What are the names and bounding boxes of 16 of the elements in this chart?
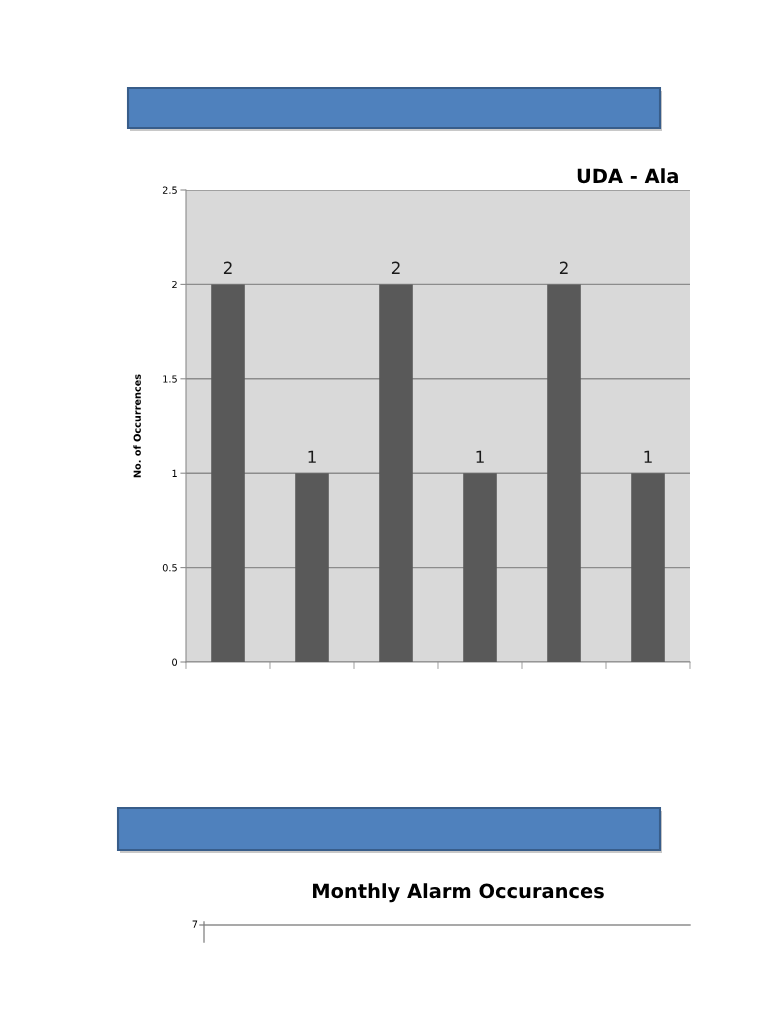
chart-title: UDA - Ala — [577, 168, 678, 184]
y-tick-label: 0.5 — [162, 564, 177, 572]
y-axis-title: No. of Occurrences — [133, 374, 141, 478]
data-label: 1 — [644, 450, 652, 463]
data-label: 2 — [223, 261, 232, 274]
y-tick-label: 1.5 — [163, 375, 177, 383]
data-label: 2 — [391, 261, 400, 274]
text: 7 — [192, 920, 198, 928]
y-tick-label: 2.5 — [162, 186, 177, 194]
data-label: 2 — [559, 261, 568, 274]
text: Monthly Alarm Occurances — [313, 883, 604, 903]
y-tick-label: 2 — [172, 280, 177, 289]
data-label: 1 — [308, 450, 316, 463]
data-label: 1 — [476, 450, 484, 463]
y-tick-label: 1 — [172, 469, 177, 477]
y-tick-label: 0 — [172, 658, 178, 666]
